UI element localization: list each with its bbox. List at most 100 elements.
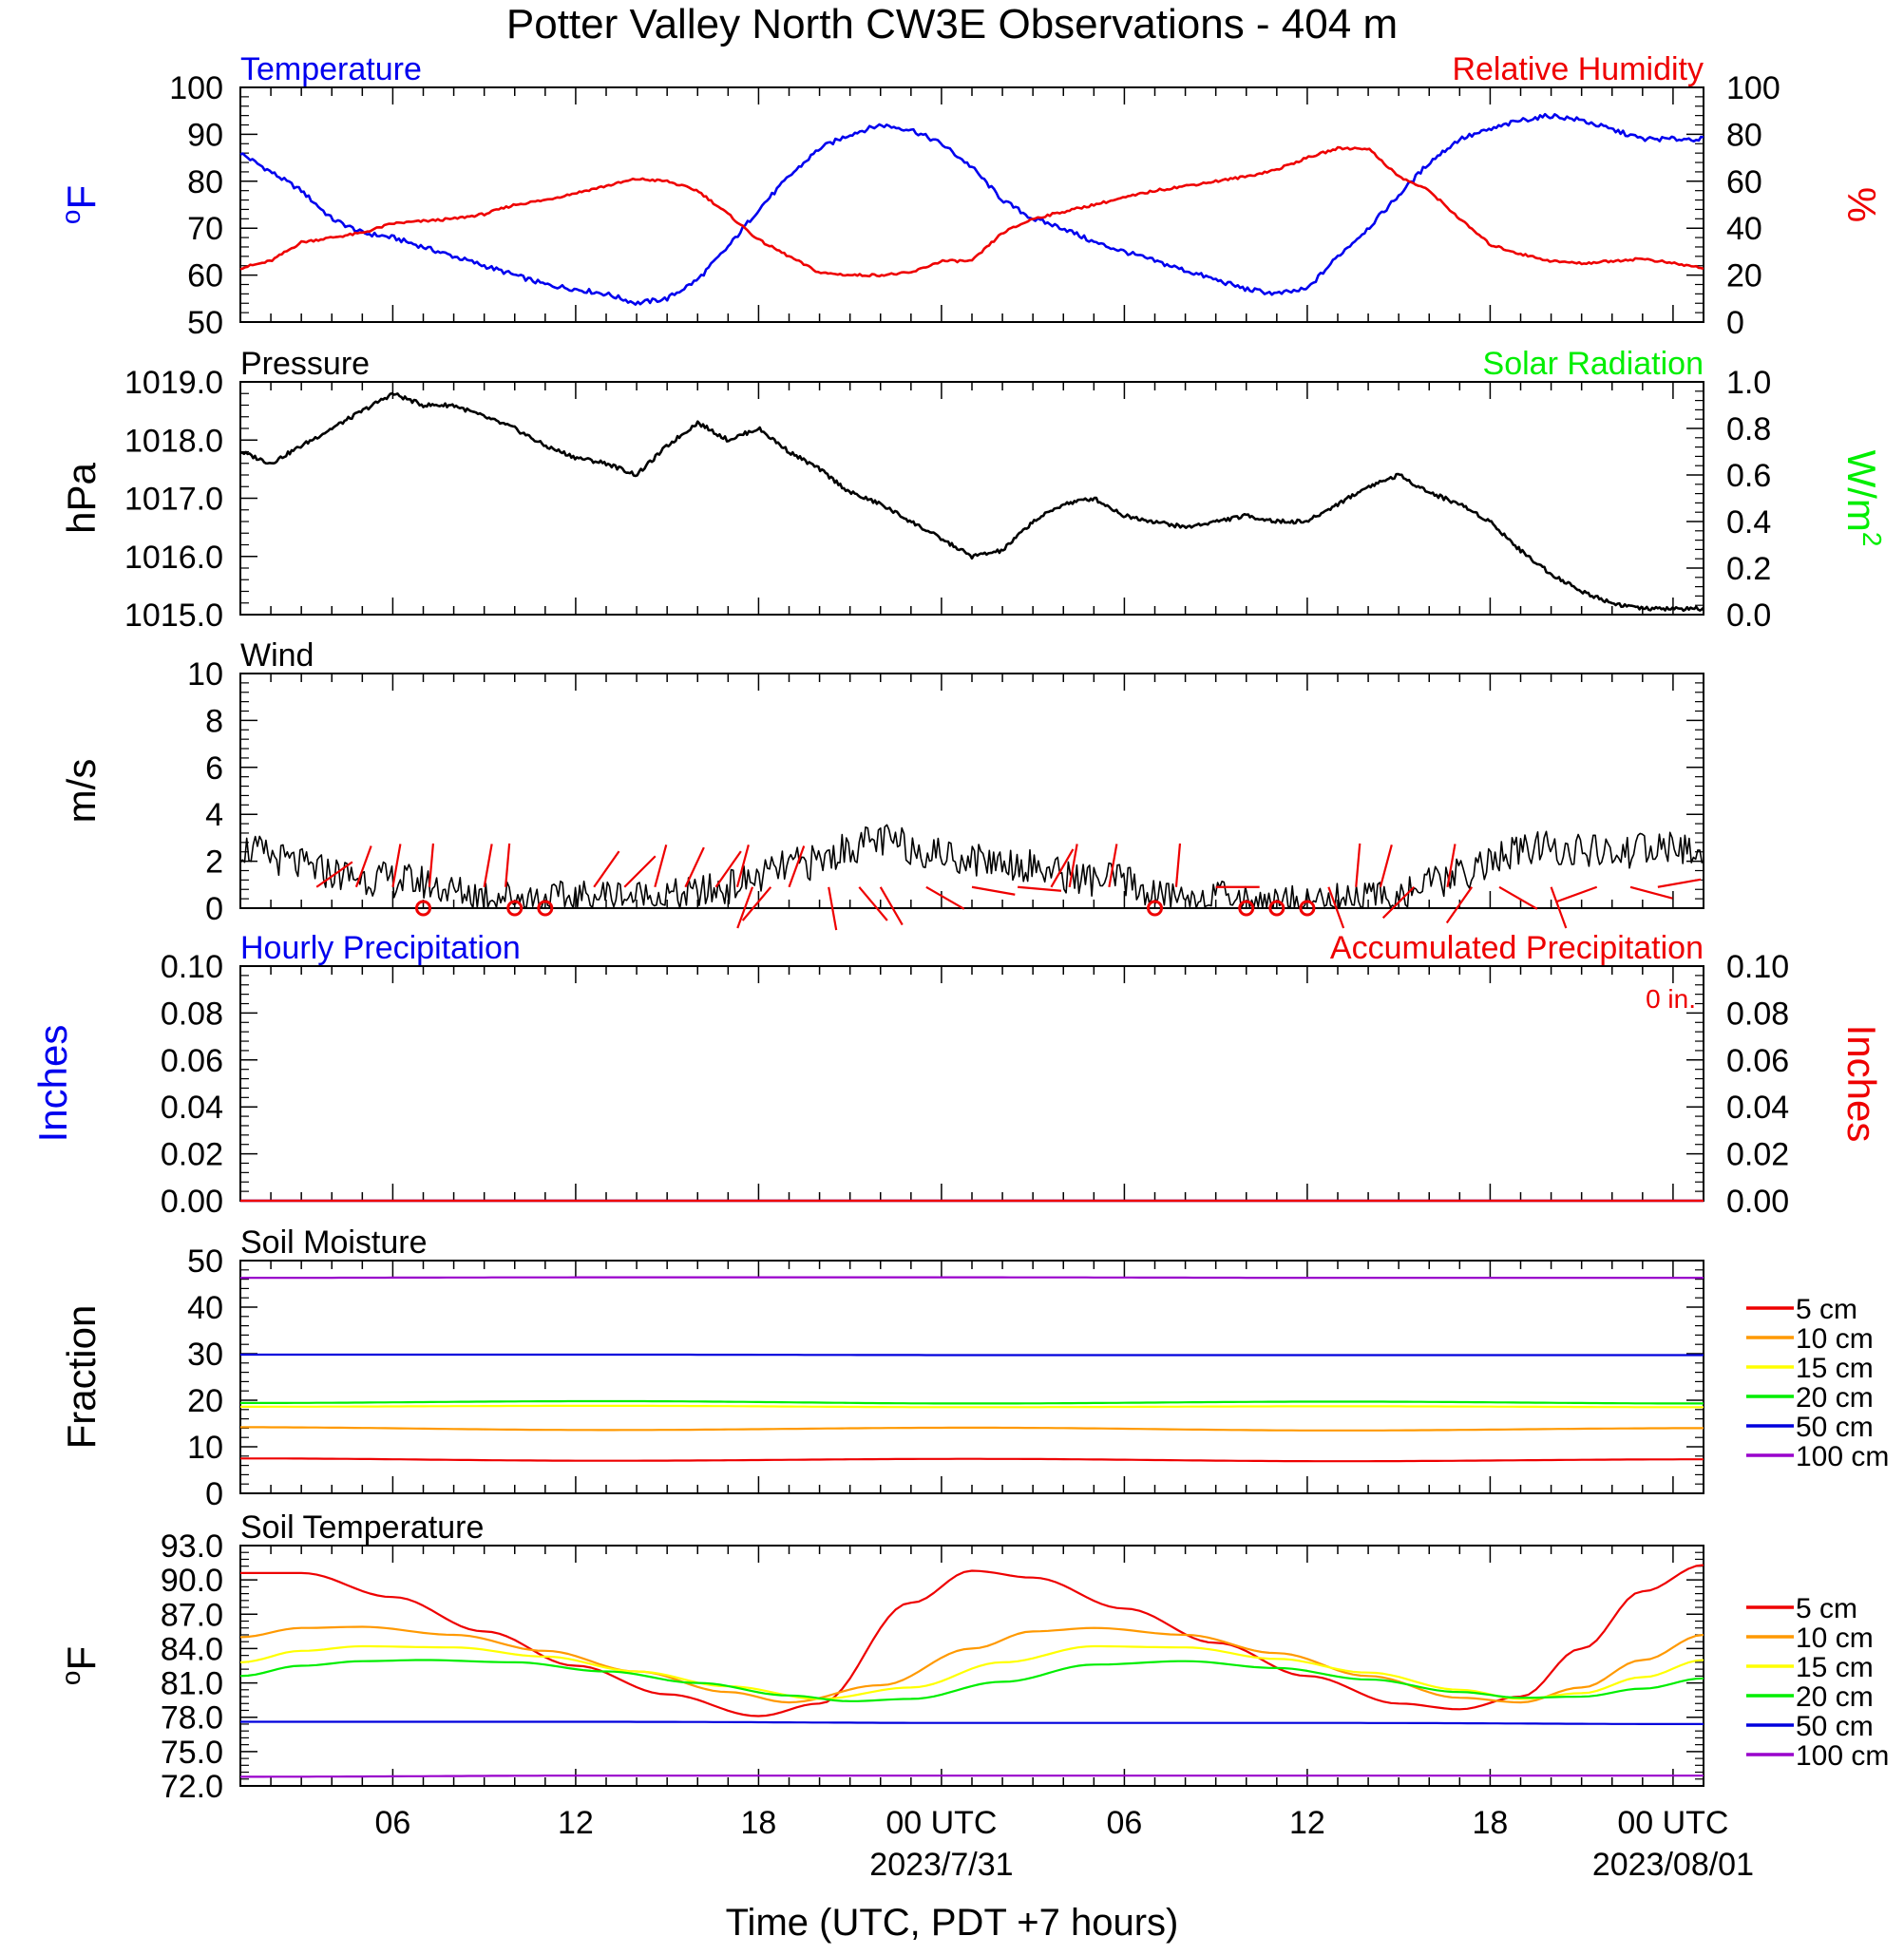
series-group [239, 112, 1704, 306]
y-tick-label-right: 0.06 [1726, 1043, 1789, 1079]
wind-barb [714, 850, 742, 888]
wind-barb [623, 855, 657, 888]
panel-title-left: Temperature [240, 51, 422, 87]
wind-barb [736, 886, 754, 929]
series-group [239, 391, 1704, 613]
wind-barb [1445, 886, 1474, 924]
wind-barb [1355, 843, 1361, 887]
series-line-wind [239, 824, 1704, 909]
y-axis-label-left: Fraction [59, 1305, 104, 1450]
legend-label: 50 cm [1796, 1412, 1874, 1443]
y-tick-label-right: 20 [1726, 258, 1762, 294]
y-axis-label-right: % [1839, 187, 1884, 222]
wind-barb [1379, 845, 1393, 888]
y-tick-label-left: 1019.0 [124, 365, 223, 401]
y-tick-label-left: 6 [205, 750, 223, 787]
y-tick-label-left: 0.04 [161, 1090, 223, 1126]
wind-barb [971, 885, 1016, 896]
y-tick-label-left: 20 [187, 1383, 223, 1419]
x-tick-label: 18 [741, 1805, 777, 1841]
legend-label: 20 cm [1796, 1382, 1874, 1414]
y-tick-label-right: 80 [1726, 117, 1762, 153]
y-axis-label-right: Inches [1839, 1025, 1884, 1143]
wind-barb [428, 843, 435, 887]
y-tick-label-left: 0 [205, 1476, 223, 1512]
panel-title-left: Soil Temperature [240, 1509, 484, 1546]
y-axis-label-left: m/s [59, 759, 104, 824]
y-tick-label-left: 87.0 [161, 1597, 223, 1633]
y-axis-label-left: Inches [30, 1025, 75, 1143]
series-line-relative-humidity [239, 145, 1704, 278]
series-line-100-cm [240, 1775, 1704, 1778]
series-line-10-cm [240, 1426, 1704, 1432]
x-tick-label: 00 UTC [885, 1805, 997, 1841]
y-tick-label-left: 60 [187, 258, 223, 294]
y-tick-label-left: 30 [187, 1337, 223, 1373]
wind-barb [858, 886, 888, 921]
y-axis-label-right: W/m2 [1839, 450, 1887, 547]
plot-frame [239, 673, 1704, 909]
panel-title-right: Accumulated Precipitation [1330, 930, 1704, 966]
legend-label: 20 cm [1796, 1681, 1874, 1713]
y-tick-label-left: 93.0 [161, 1528, 223, 1565]
legend-label: 10 cm [1796, 1623, 1874, 1654]
y-tick-label-left: 81.0 [161, 1666, 223, 1702]
calm-marker [1147, 900, 1163, 917]
series-line-5-cm [240, 1457, 1704, 1463]
y-ticks-left: 0 2 4 6 8 10 [187, 656, 1704, 927]
y-tick-label-left: 2 [205, 845, 223, 881]
y-tick-label-left: 1018.0 [124, 423, 223, 459]
plot-frame [239, 1545, 1704, 1787]
y-axis-label-left: oF [56, 1646, 104, 1685]
x-tick-label: 06 [1107, 1805, 1143, 1841]
y-ticks-left: 1015.0 1016.0 1017.0 1018.0 1019.0 [124, 365, 257, 634]
calm-markers [415, 900, 1316, 917]
y-axis-label-left: oF [56, 185, 104, 224]
series-line-20-cm [240, 1399, 1704, 1405]
wind-barb [1550, 886, 1568, 929]
panel-wind: 0 2 4 6 8 10 Wind m/s [59, 637, 1704, 931]
series-line-20-cm [239, 1659, 1704, 1702]
wind-barb [1327, 886, 1345, 929]
y-tick-label-left: 0.10 [161, 949, 223, 985]
calm-marker [537, 900, 554, 917]
y-tick-label-left: 0 [205, 891, 223, 927]
y-tick-label-left: 1017.0 [124, 482, 223, 518]
y-tick-label-left: 0.08 [161, 996, 223, 1032]
y-tick-label-left: 100 [169, 70, 223, 106]
series-group [240, 1276, 1704, 1463]
y-tick-label-right: 0.0 [1726, 598, 1771, 634]
panel-title-left: Hourly Precipitation [240, 930, 521, 966]
calm-marker [1238, 900, 1255, 917]
y-tick-label-right: 0.00 [1726, 1184, 1789, 1220]
y-tick-label-left: 4 [205, 797, 223, 833]
wind-barb [735, 845, 750, 888]
wind-barb [788, 845, 806, 888]
wind-barb [391, 844, 402, 887]
y-tick-label-right: 60 [1726, 164, 1762, 200]
panel-annotation: 0 in. [1646, 984, 1696, 1014]
wind-barb [654, 845, 668, 888]
y-tick-label-left: 75.0 [161, 1735, 223, 1771]
y-tick-label-left: 10 [187, 1430, 223, 1466]
panel-title-left: Wind [240, 637, 314, 674]
panel-title-right: Solar Radiation [1483, 346, 1704, 382]
plot-frame [239, 965, 1704, 1202]
y-tick-label-left: 40 [187, 1290, 223, 1326]
wind-barb [505, 843, 511, 887]
y-tick-label-right: 0 [1726, 305, 1744, 341]
legend-label: 15 cm [1796, 1652, 1874, 1683]
series-line-pressure [239, 391, 1704, 613]
wind-barb [1174, 843, 1182, 887]
plot-frame [239, 86, 1704, 323]
y-ticks-right: 0.00 0.02 0.04 0.06 0.08 0.10 [1686, 949, 1789, 1220]
wind-barb [593, 850, 620, 888]
x-axis-label: Time (UTC, PDT +7 hours) [726, 1902, 1179, 1944]
wind-barb [1446, 844, 1457, 887]
y-tick-label-left: 50 [187, 1243, 223, 1280]
